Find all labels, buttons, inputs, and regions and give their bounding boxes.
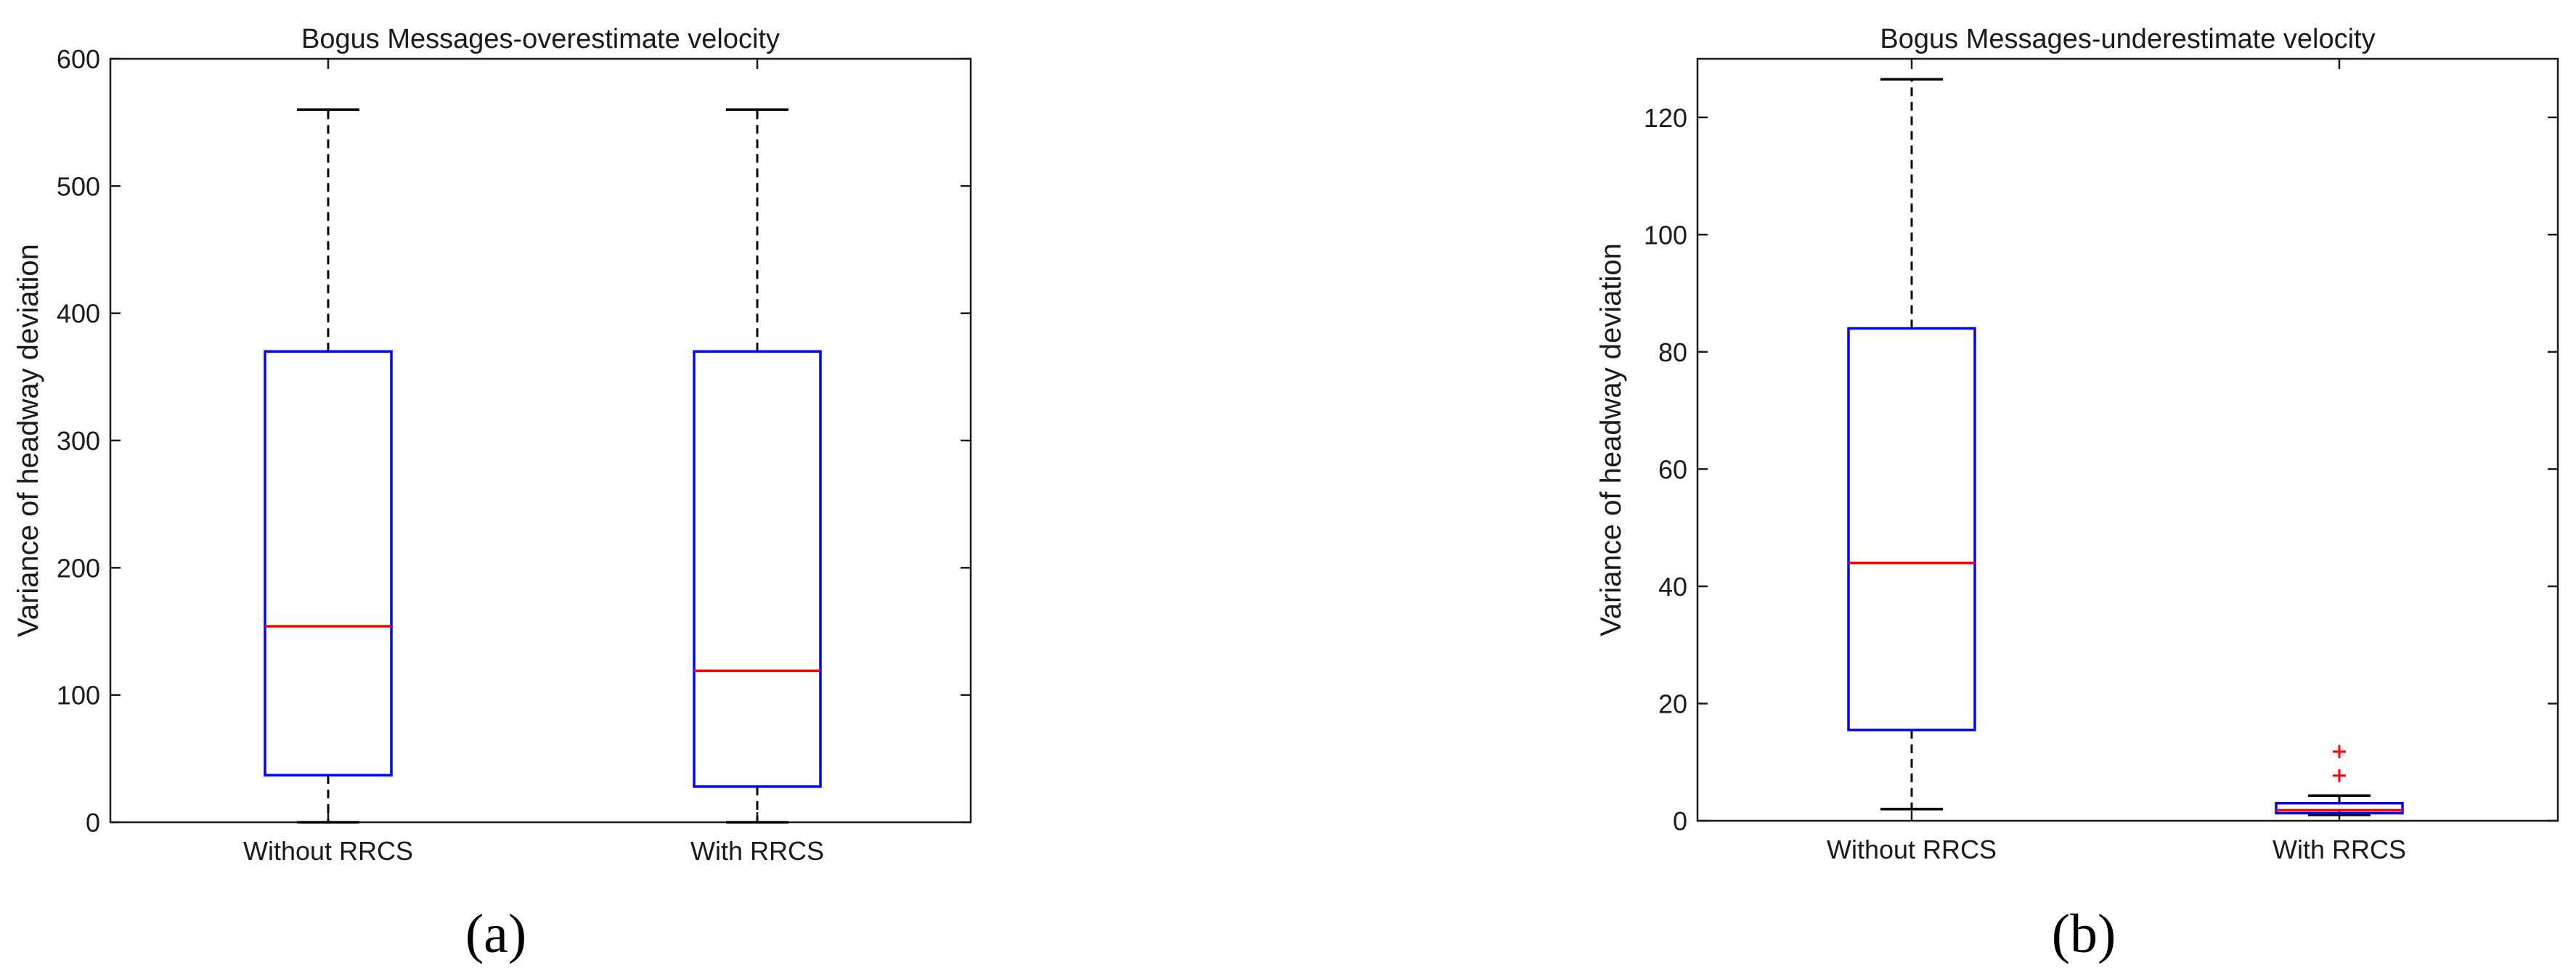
x-category-label: Without RRCS [243,836,413,866]
box-with-rrcs: With RRCS [2273,59,2406,864]
y-tick-label: 500 [57,171,100,201]
x-category-label: With RRCS [2273,835,2406,864]
panel-label: (a) [465,904,526,964]
plot-area-frame [1696,57,2559,822]
y-tick-label: 0 [1673,806,1687,836]
box-without-rrcs: Without RRCS [1827,59,1997,864]
chart-title: Bogus Messages-underestimate velocity [1880,24,2375,54]
y-tick-label: 80 [1658,337,1687,367]
y-tick-label: 300 [57,426,100,456]
y-tick-label: 600 [57,44,100,74]
y-tick-label: 20 [1658,689,1687,718]
chart-panel-2: Bogus Messages-underestimate velocity 0 20… [1595,24,2559,964]
box-with-rrcs: With RRCS [690,59,824,866]
y-tick-label: 60 [1658,454,1687,484]
iqr-box [2275,802,2404,815]
y-axis-label: Variance of headway deviation [1595,243,1627,636]
chart-title: Bogus Messages-overestimate velocity [301,24,780,54]
panel-label: (b) [2052,904,2116,964]
y-tick-label: 0 [86,808,100,837]
plot-area-frame [109,57,972,824]
outlier-marker [2333,769,2346,782]
iqr-box [1847,327,1976,732]
y-tick-label: 100 [1644,220,1687,250]
iqr-box [693,350,822,788]
y-axis-label: Variance of headway deviation [12,244,44,637]
y-tick-label: 40 [1658,572,1687,602]
x-category-label: Without RRCS [1827,835,1997,864]
y-tick-label: 120 [1644,103,1687,133]
iqr-box [264,350,393,777]
y-tick-label: 100 [57,681,100,710]
chart-panel-1: Bogus Messages-overestimate velocity 0 100… [12,24,972,964]
x-category-label: With RRCS [690,836,824,866]
y-tick-label: 200 [57,553,100,583]
y-tick-label: 400 [57,299,100,329]
box-without-rrcs: Without RRCS [243,59,413,866]
outlier-marker [2333,745,2346,758]
